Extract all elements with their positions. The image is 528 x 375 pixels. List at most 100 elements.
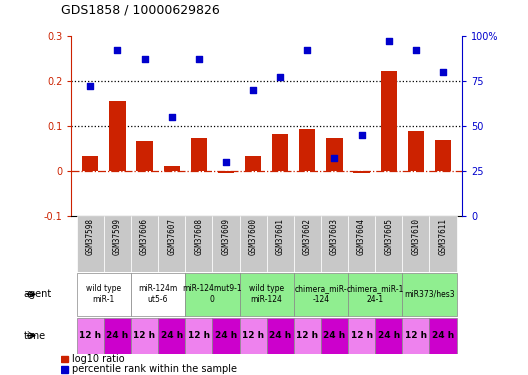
Text: GSM37604: GSM37604: [357, 218, 366, 255]
Text: 24 h: 24 h: [215, 331, 237, 340]
Bar: [435, 140, 451, 171]
Text: miR-124m
ut5-6: miR-124m ut5-6: [138, 284, 178, 304]
Text: GSM37608: GSM37608: [194, 218, 203, 255]
Bar: [77, 216, 104, 272]
Bar: [353, 171, 370, 173]
Text: GDS1858 / 10000629826: GDS1858 / 10000629826: [61, 4, 220, 17]
Bar: [212, 318, 240, 354]
Bar: [299, 129, 316, 171]
Bar: [185, 216, 212, 272]
Bar: [245, 156, 261, 171]
Point: [195, 56, 203, 62]
Text: GSM37610: GSM37610: [411, 218, 420, 255]
Text: chimera_miR-
-124: chimera_miR- -124: [295, 284, 347, 304]
Bar: [185, 273, 240, 316]
Text: wild type
miR-1: wild type miR-1: [86, 284, 121, 304]
Bar: [429, 216, 457, 272]
Text: 12 h: 12 h: [242, 331, 264, 340]
Text: 12 h: 12 h: [79, 331, 101, 340]
Text: GSM37611: GSM37611: [439, 218, 448, 255]
Bar: [375, 216, 402, 272]
Bar: [164, 166, 180, 171]
Bar: [294, 318, 321, 354]
Point: [249, 87, 257, 93]
Bar: [109, 101, 126, 171]
Point: [276, 74, 285, 80]
Bar: [77, 318, 104, 354]
Text: GSM37602: GSM37602: [303, 218, 312, 255]
Bar: [321, 318, 348, 354]
Bar: [375, 318, 402, 354]
Text: chimera_miR-1
24-1: chimera_miR-1 24-1: [346, 284, 404, 304]
Point: [113, 47, 121, 53]
Bar: [240, 318, 267, 354]
Text: GSM37601: GSM37601: [276, 218, 285, 255]
Text: 24 h: 24 h: [323, 331, 346, 340]
Text: 24 h: 24 h: [269, 331, 291, 340]
Text: 12 h: 12 h: [188, 331, 210, 340]
Bar: [326, 138, 343, 171]
Bar: [321, 216, 348, 272]
Bar: [61, 366, 68, 372]
Text: 12 h: 12 h: [134, 331, 156, 340]
Bar: [272, 134, 288, 171]
Text: wild type
miR-124: wild type miR-124: [249, 284, 284, 304]
Text: GSM37606: GSM37606: [140, 218, 149, 255]
Bar: [294, 273, 348, 316]
Bar: [136, 141, 153, 171]
Bar: [158, 318, 185, 354]
Bar: [131, 273, 185, 316]
Text: percentile rank within the sample: percentile rank within the sample: [72, 364, 238, 374]
Bar: [267, 216, 294, 272]
Bar: [381, 71, 397, 171]
Bar: [104, 318, 131, 354]
Bar: [191, 138, 207, 171]
Bar: [402, 318, 429, 354]
Bar: [348, 318, 375, 354]
Bar: [402, 273, 457, 316]
Text: 24 h: 24 h: [161, 331, 183, 340]
Bar: [82, 156, 98, 171]
Text: GSM37600: GSM37600: [249, 218, 258, 255]
Point: [140, 56, 149, 62]
Text: log10 ratio: log10 ratio: [72, 354, 125, 364]
Bar: [240, 273, 294, 316]
Text: GSM37607: GSM37607: [167, 218, 176, 255]
Bar: [218, 171, 234, 173]
Bar: [77, 273, 131, 316]
Text: 24 h: 24 h: [106, 331, 128, 340]
Text: 12 h: 12 h: [296, 331, 318, 340]
Text: 12 h: 12 h: [351, 331, 373, 340]
Text: GSM37603: GSM37603: [330, 218, 339, 255]
Bar: [294, 216, 321, 272]
Bar: [212, 216, 240, 272]
Text: miR373/hes3: miR373/hes3: [404, 290, 455, 299]
Text: GSM37599: GSM37599: [113, 218, 122, 255]
Bar: [131, 216, 158, 272]
Point: [303, 47, 312, 53]
Point: [167, 114, 176, 120]
Bar: [61, 356, 68, 362]
Text: 24 h: 24 h: [432, 331, 454, 340]
Text: time: time: [24, 331, 46, 340]
Point: [357, 132, 366, 138]
Text: miR-124mut9-1
0: miR-124mut9-1 0: [183, 284, 242, 304]
Point: [384, 38, 393, 44]
Bar: [158, 216, 185, 272]
Bar: [348, 273, 402, 316]
Point: [86, 83, 95, 89]
Point: [412, 47, 420, 53]
Point: [330, 155, 338, 161]
Text: GSM37598: GSM37598: [86, 218, 95, 255]
Text: agent: agent: [24, 290, 52, 299]
Bar: [402, 216, 429, 272]
Bar: [408, 132, 424, 171]
Bar: [131, 318, 158, 354]
Text: 24 h: 24 h: [378, 331, 400, 340]
Bar: [429, 318, 457, 354]
Bar: [267, 318, 294, 354]
Point: [222, 159, 230, 165]
Point: [439, 69, 447, 75]
Bar: [104, 216, 131, 272]
Bar: [348, 216, 375, 272]
